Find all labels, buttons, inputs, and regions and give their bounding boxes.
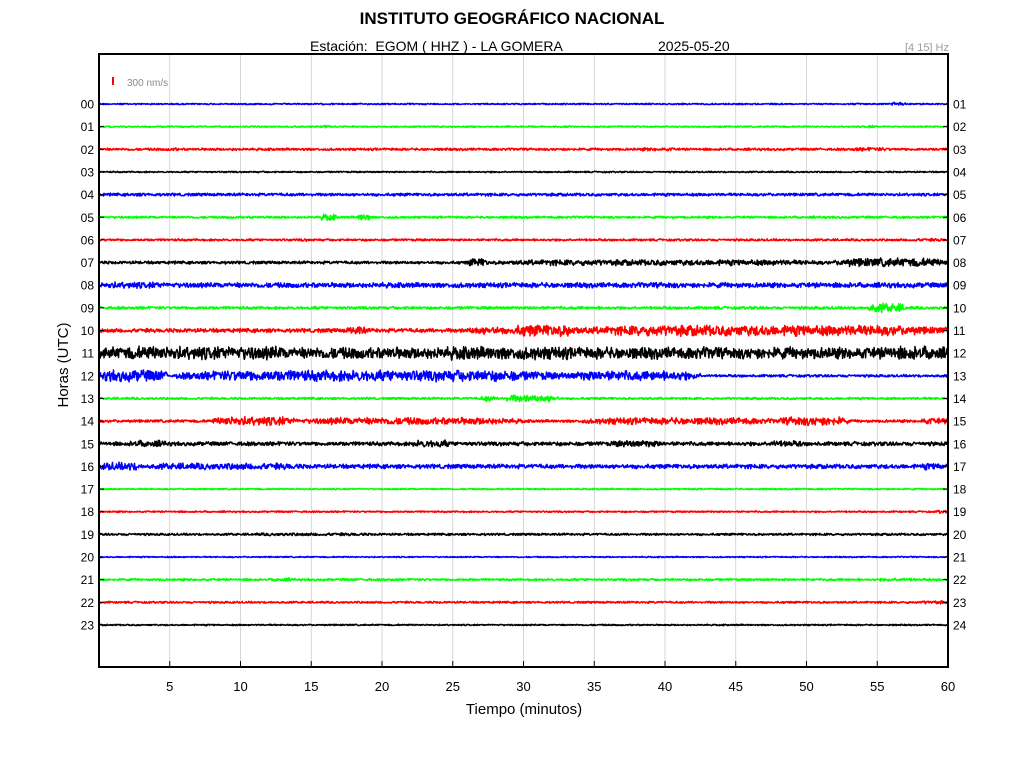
y-tick-label-right: 14 (953, 392, 967, 406)
x-tick-label: 5 (166, 679, 173, 694)
x-tick-label: 30 (516, 679, 530, 694)
y-tick-label-right: 15 (953, 415, 967, 429)
tick-layer: 5 10 15 20 25 30 35 40 45 50 55 60 00 01 01 02 02 03 03 04 0… (81, 98, 967, 695)
x-tick-label: 55 (870, 679, 884, 694)
trace-hour-13 (98, 394, 949, 403)
y-tick-label-right: 10 (953, 301, 967, 315)
x-tick-label: 50 (799, 679, 813, 694)
y-tick-label-left: 01 (81, 120, 95, 134)
trace-hour-02 (98, 146, 949, 152)
y-tick-label-left: 15 (81, 437, 95, 451)
y-tick-label-left: 22 (81, 596, 95, 610)
y-tick-label-left: 12 (81, 369, 95, 383)
y-tick-label-right: 21 (953, 551, 967, 565)
trace-hour-22 (98, 600, 949, 605)
y-tick-label-right: 24 (953, 618, 967, 632)
y-tick-label-right: 22 (953, 573, 967, 587)
date-label: 2025-05-20 (658, 38, 730, 54)
trace-hour-14 (98, 415, 949, 427)
trace-hour-10 (98, 324, 949, 338)
scale-bar (112, 77, 114, 85)
y-tick-label-left: 23 (81, 618, 95, 632)
y-tick-label-left: 00 (81, 98, 95, 112)
x-tick-label: 10 (233, 679, 247, 694)
trace-hour-17 (98, 487, 949, 491)
y-tick-label-right: 18 (953, 483, 967, 497)
trace-layer (98, 101, 949, 627)
y-tick-label-left: 04 (81, 188, 95, 202)
y-tick-label-right: 05 (953, 188, 967, 202)
x-tick-label: 15 (304, 679, 318, 694)
x-tick-label: 60 (941, 679, 955, 694)
y-tick-label-right: 03 (953, 143, 967, 157)
y-tick-label-left: 21 (81, 573, 95, 587)
y-tick-label-left: 14 (81, 415, 95, 429)
trace-hour-04 (98, 192, 949, 197)
trace-hour-16 (98, 461, 949, 471)
y-tick-label-left: 09 (81, 301, 95, 315)
y-tick-label-right: 12 (953, 347, 967, 361)
trace-hour-08 (98, 281, 949, 290)
y-tick-label-right: 16 (953, 437, 967, 451)
trace-hour-11 (98, 345, 949, 361)
trace-hour-03 (98, 170, 949, 174)
y-tick-label-left: 05 (81, 211, 95, 225)
trace-hour-06 (98, 237, 949, 243)
y-tick-label-right: 06 (953, 211, 967, 225)
trace-hour-18 (98, 509, 949, 515)
x-tick-label: 20 (375, 679, 389, 694)
y-tick-label-right: 23 (953, 596, 967, 610)
y-tick-label-right: 08 (953, 256, 967, 270)
y-axis-label: Horas (UTC) (55, 322, 72, 407)
y-tick-label-left: 20 (81, 551, 95, 565)
y-tick-label-right: 17 (953, 460, 967, 474)
page-title: INSTITUTO GEOGRÁFICO NACIONAL (359, 9, 665, 28)
trace-hour-19 (98, 532, 949, 537)
trace-hour-21 (98, 577, 949, 582)
filter-label: [4 15] Hz (904, 42, 949, 54)
trace-hour-01 (98, 124, 949, 129)
y-tick-label-right: 11 (953, 324, 966, 338)
y-tick-label-left: 06 (81, 233, 95, 247)
y-tick-label-left: 11 (82, 347, 95, 361)
trace-hour-15 (98, 439, 949, 448)
y-tick-label-right: 07 (953, 233, 967, 247)
y-tick-label-left: 13 (81, 392, 95, 406)
y-tick-label-right: 19 (953, 505, 967, 519)
y-tick-label-left: 17 (81, 483, 95, 497)
trace-hour-09 (98, 302, 949, 314)
grid-layer (169, 54, 878, 667)
trace-hour-00 (98, 101, 949, 106)
x-tick-label: 35 (587, 679, 601, 694)
trace-hour-05 (98, 213, 949, 222)
y-tick-label-right: 09 (953, 279, 967, 293)
y-tick-label-right: 13 (953, 369, 967, 383)
y-tick-label-left: 08 (81, 279, 95, 293)
trace-hour-07 (98, 257, 949, 268)
y-tick-label-left: 18 (81, 505, 95, 519)
y-tick-label-left: 10 (81, 324, 95, 338)
y-tick-label-left: 19 (81, 528, 95, 542)
station-label: Estación: EGOM ( HHZ ) - LA GOMERA (310, 38, 563, 54)
x-axis-label: Tiempo (minutos) (466, 701, 582, 718)
scale-label: 300 nm/s (127, 78, 168, 89)
y-tick-label-left: 16 (81, 460, 95, 474)
y-tick-label-right: 02 (953, 120, 967, 134)
y-tick-label-right: 04 (953, 165, 967, 179)
x-tick-label: 25 (446, 679, 460, 694)
y-tick-label-left: 02 (81, 143, 95, 157)
y-tick-label-right: 01 (953, 98, 967, 112)
x-tick-label: 40 (658, 679, 672, 694)
trace-hour-12 (98, 369, 949, 383)
trace-hour-23 (98, 623, 949, 627)
x-tick-label: 45 (729, 679, 743, 694)
y-tick-label-left: 07 (81, 256, 95, 270)
y-tick-label-right: 20 (953, 528, 967, 542)
trace-hour-20 (98, 555, 949, 559)
y-tick-label-left: 03 (81, 165, 95, 179)
